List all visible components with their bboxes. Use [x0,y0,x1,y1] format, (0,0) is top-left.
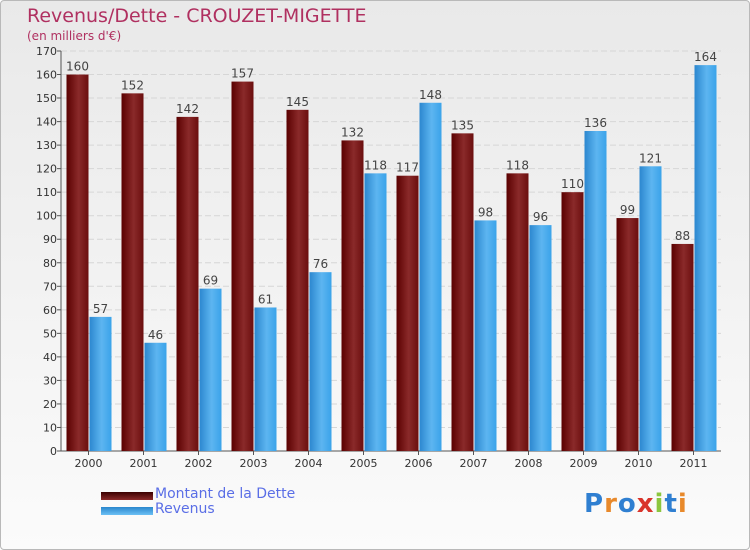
bar-revenue [254,307,277,451]
x-tick-label: 2008 [515,457,543,470]
data-label-revenue: 148 [419,88,442,102]
data-label-revenue: 76 [313,257,328,271]
y-tick-label: 130 [36,139,57,152]
data-label-debt: 99 [620,203,635,217]
bar-debt [66,74,89,451]
y-tick-label: 80 [43,257,57,270]
x-tick-label: 2006 [405,457,433,470]
bar-revenue [364,173,387,451]
x-tick-label: 2003 [240,457,268,470]
y-tick-label: 140 [36,116,57,129]
x-tick-label: 2002 [185,457,213,470]
data-label-revenue: 61 [258,292,273,306]
x-tick-label: 2004 [295,457,323,470]
bar-revenue [89,316,112,451]
data-label-revenue: 57 [93,302,108,316]
bar-debt [506,173,529,451]
bar-revenue [144,342,167,451]
bar-revenue [199,288,222,451]
logo-letter: o [617,489,637,519]
legend-swatch-revenue [101,507,153,515]
bar-revenue [639,166,662,451]
bar-debt [121,93,144,452]
x-tick-label: 2007 [460,457,488,470]
data-label-debt: 142 [176,102,199,116]
legend-swatch-debt [101,492,153,500]
logo-letter: t [664,489,678,519]
data-label-debt: 135 [451,118,474,132]
data-label-revenue: 118 [364,158,387,172]
x-tick-label: 2001 [130,457,158,470]
y-tick-label: 170 [36,45,57,58]
x-tick-label: 2011 [680,457,708,470]
y-tick-label: 0 [50,445,57,458]
logo-letter: r [604,489,618,519]
bar-revenue [694,65,717,451]
bar-debt [396,175,419,452]
data-label-debt: 145 [286,95,309,109]
proxiti-logo: Proxiti [584,489,688,519]
data-label-revenue: 96 [533,210,548,224]
chart-subtitle: (en milliers d'€) [27,29,122,43]
y-tick-label: 120 [36,163,57,176]
data-label-debt: 160 [66,60,89,74]
bar-revenue [419,102,442,451]
y-tick-label: 40 [43,351,57,364]
bar-debt [286,109,309,451]
data-label-revenue: 136 [584,116,607,130]
bar-revenue [309,272,332,451]
y-tick-label: 10 [43,421,57,434]
x-tick-label: 2010 [625,457,653,470]
y-tick-label: 50 [43,327,57,340]
y-tick-label: 70 [43,280,57,293]
bar-debt [616,218,639,451]
bar-debt [176,116,199,451]
bar-debt [671,243,694,451]
data-label-revenue: 121 [639,151,662,165]
x-tick-label: 2009 [570,457,598,470]
data-label-debt: 132 [341,125,364,139]
bar-revenue [529,225,552,451]
y-tick-label: 90 [43,233,57,246]
y-tick-label: 20 [43,398,57,411]
data-label-debt: 157 [231,67,254,81]
bar-debt [231,81,254,452]
data-label-revenue: 164 [694,50,717,64]
bar-debt [341,140,364,452]
data-label-debt: 152 [121,78,144,92]
logo-letter: i [654,489,665,519]
data-label-revenue: 46 [148,328,163,342]
data-label-debt: 117 [396,161,419,175]
logo-letter: i [677,489,688,519]
logo-letter: x [636,489,655,519]
data-label-debt: 110 [561,177,584,191]
chart-title: Revenus/Dette - CROUZET-MIGETTE [27,5,367,27]
data-label-revenue: 98 [478,205,493,219]
y-tick-label: 110 [36,186,57,199]
data-label-revenue: 69 [203,274,218,288]
y-tick-label: 160 [36,69,57,82]
y-tick-label: 100 [36,210,57,223]
bar-revenue [584,131,607,451]
data-label-debt: 88 [675,229,690,243]
y-tick-label: 60 [43,304,57,317]
x-tick-label: 2000 [75,457,103,470]
bar-revenue [474,220,497,451]
x-tick-label: 2005 [350,457,378,470]
y-tick-label: 30 [43,374,57,387]
y-tick-label: 150 [36,92,57,105]
legend-label-revenue: Revenus [155,501,215,517]
bar-debt [561,192,584,452]
data-label-debt: 118 [506,158,529,172]
legend-label-debt: Montant de la Dette [155,486,296,502]
logo-letter: P [584,489,605,519]
bar-debt [451,133,474,451]
